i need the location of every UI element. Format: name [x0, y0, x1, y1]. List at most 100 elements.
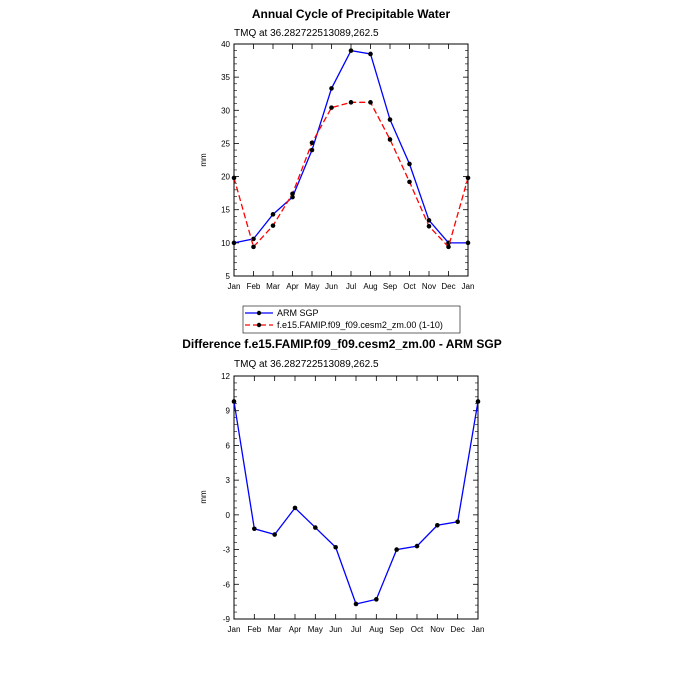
top-series-0-line	[233, 49, 468, 244]
top-xtick-label: May	[304, 282, 319, 291]
legend-label-arm-sgp: ARM SGP	[277, 308, 319, 318]
bottom-plot-area: -9 -6 -3 0 3 6 9 12 Jan Feb Mar Apr May Jun Jul Aug Sep O…	[221, 372, 484, 634]
bottom-plot-frame	[233, 375, 479, 620]
bottom-xtick-label: Jan	[228, 625, 241, 634]
bottom-series-0-point	[272, 532, 277, 537]
bottom-ytick-label: 0	[226, 511, 231, 520]
bottom-xtick-label: Jun	[329, 625, 342, 634]
legend-marker-arm-sgp	[256, 310, 262, 316]
top-y-axis-label: mm	[199, 153, 208, 167]
top-series-0-point	[251, 236, 256, 242]
top-series-1-point	[309, 140, 315, 146]
top-series-1-point	[290, 191, 295, 197]
bottom-series-0-point	[374, 597, 379, 602]
top-chart-subtitle: TMQ at 36.282722513089,262.5	[234, 28, 379, 39]
bottom-ytick-label: 3	[226, 476, 231, 485]
bottom-series-0-point	[394, 547, 399, 552]
top-xtick-label: Aug	[363, 282, 377, 291]
top-series-1-point	[251, 244, 256, 250]
top-series-0-point	[407, 161, 412, 167]
bottom-xtick-label: Nov	[430, 625, 444, 634]
top-plot-frame	[233, 43, 469, 277]
bottom-xtick-label: Aug	[369, 625, 383, 634]
bottom-series-0-point	[353, 601, 359, 607]
bottom-xtick-label: Oct	[411, 625, 424, 634]
top-xtick-label: Jan	[462, 282, 475, 291]
top-xtick-label: Oct	[403, 282, 416, 291]
bottom-xtick-label: Feb	[247, 625, 261, 634]
top-xtick-label: Sep	[383, 282, 398, 291]
top-ytick-label: 15	[221, 206, 230, 215]
top-series-1-point	[368, 100, 373, 105]
bottom-ytick-label: 12	[221, 372, 230, 381]
bottom-ytick-label: 6	[226, 441, 231, 450]
bottom-xtick-label: May	[308, 625, 323, 634]
top-xtick-label: Nov	[422, 282, 436, 291]
top-series-1-point	[446, 244, 451, 250]
bottom-xtick-label: Mar	[268, 625, 282, 634]
top-series-0-point	[348, 48, 354, 53]
bottom-series-0-point	[414, 543, 420, 549]
top-series-0-point	[270, 212, 276, 217]
top-ytick-label: 35	[221, 73, 230, 82]
bottom-series-0-point	[475, 399, 481, 404]
top-ytick-label: 40	[221, 40, 230, 49]
top-series-1-point	[270, 223, 276, 228]
top-series-1-point	[407, 179, 412, 185]
bottom-xtick-label: Sep	[390, 625, 405, 634]
bottom-chart-subtitle: TMQ at 36.282722513089,262.5	[234, 359, 379, 370]
bottom-series-0-point	[231, 399, 237, 404]
top-series-0-point	[387, 117, 393, 122]
bottom-ytick-label: -6	[223, 580, 231, 589]
bottom-y-axis-label: mm	[199, 490, 208, 504]
bottom-xtick-label: Dec	[451, 625, 465, 634]
top-chart-title: Annual Cycle of Precipitable Water	[252, 7, 451, 21]
top-xtick-label: Dec	[441, 282, 455, 291]
top-ytick-label: 10	[221, 239, 230, 248]
bottom-series-0-point	[252, 526, 257, 532]
bottom-series-0-point	[292, 505, 298, 511]
bottom-ytick-label: -9	[223, 615, 231, 624]
top-ytick-label: 5	[226, 272, 231, 281]
top-xtick-label: Jul	[346, 282, 356, 291]
bottom-series-0-point	[435, 522, 440, 528]
legend: ARM SGP f.e15.FAMIP.f09_f09.cesm2_zm.00 …	[242, 305, 461, 334]
top-xtick-label: Jan	[228, 282, 241, 291]
top-ytick-label: 20	[221, 173, 230, 182]
bottom-xtick-label: Jul	[351, 625, 361, 634]
top-xtick-label: Apr	[286, 282, 299, 291]
top-xtick-label: Mar	[266, 282, 280, 291]
top-series-1-point	[465, 175, 471, 181]
top-series-0-point	[231, 240, 237, 246]
bottom-xtick-label: Jan	[472, 625, 485, 634]
top-series-0-point	[368, 51, 373, 57]
top-series-0-point	[465, 240, 471, 246]
bottom-xtick-label: Apr	[289, 625, 302, 634]
top-series-0-point	[329, 86, 334, 91]
top-series-1-point	[387, 137, 393, 142]
top-xtick-label: Feb	[247, 282, 261, 291]
bottom-series-0-point	[455, 519, 460, 525]
top-series-0-point	[426, 218, 432, 223]
legend-label-model: f.e15.FAMIP.f09_f09.cesm2_zm.00 (1-10)	[277, 320, 443, 330]
top-xtick-label: Jun	[325, 282, 338, 291]
bottom-ytick-label: -3	[223, 546, 231, 555]
top-series-1-point	[426, 223, 432, 229]
top-plot-area: 5 10 15 20 25 30 35 40 Jan Feb Mar Apr May Jun Jul Aug S…	[221, 40, 474, 291]
top-series-1-point	[348, 100, 354, 105]
bottom-chart: Difference f.e15.FAMIP.f09_f09.cesm2_zm.…	[182, 337, 501, 634]
legend-marker-model	[256, 322, 262, 328]
top-ytick-label: 25	[221, 139, 230, 148]
top-ytick-label: 30	[221, 106, 230, 115]
bottom-series-0-point	[333, 544, 338, 550]
bottom-series-0-line	[233, 401, 479, 605]
top-series-1-point	[231, 175, 237, 181]
top-series-1-point	[329, 105, 334, 110]
top-chart: Annual Cycle of Precipitable Water TMQ a…	[199, 7, 474, 291]
legend-box	[242, 305, 461, 334]
top-series-0-point	[309, 147, 315, 153]
bottom-chart-title: Difference f.e15.FAMIP.f09_f09.cesm2_zm.…	[182, 337, 501, 351]
bottom-series-0-point	[313, 525, 318, 530]
bottom-ytick-label: 9	[226, 407, 231, 416]
